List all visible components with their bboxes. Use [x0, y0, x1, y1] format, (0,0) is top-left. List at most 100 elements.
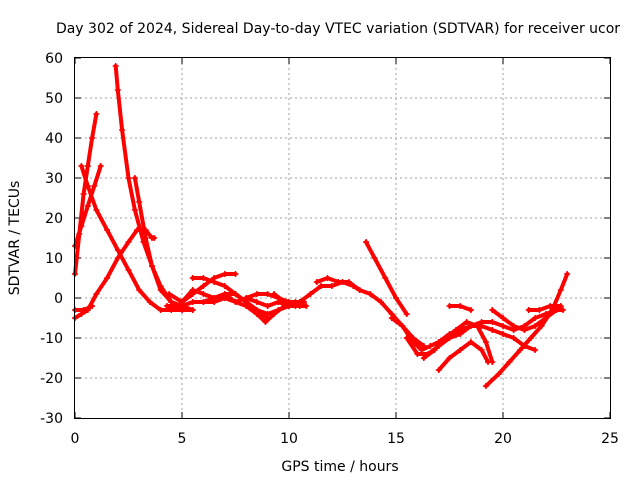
data-point: [189, 307, 196, 313]
y-tick-label: -30: [40, 411, 63, 427]
data-point: [403, 311, 410, 317]
data-point: [538, 323, 545, 329]
plot-frame: [74, 57, 611, 419]
data-point: [559, 307, 566, 313]
data-point: [151, 235, 158, 241]
x-tick-label: 25: [601, 431, 619, 447]
series-arc-22: [446, 303, 474, 313]
data-point: [482, 339, 489, 345]
data-point: [200, 291, 207, 297]
data-point: [142, 227, 149, 233]
y-tick-label: 20: [45, 211, 63, 227]
series-arc-18: [388, 315, 539, 353]
data-point: [189, 291, 196, 297]
data-point: [136, 287, 143, 293]
y-tick-label: -10: [40, 331, 63, 347]
data-point: [478, 347, 485, 353]
series-trace: [490, 308, 565, 332]
data-point: [84, 163, 91, 169]
data-point: [78, 163, 85, 169]
data-point: [125, 239, 132, 245]
data-point: [431, 347, 438, 353]
tick-layer: 0 5 10 15 20 25 -30 -20 -10 0 10 20 30 40 50 60: [40, 51, 619, 447]
data-point: [146, 299, 153, 305]
y-axis-label: SDTVAR / TECUs: [7, 181, 23, 296]
data-point: [324, 275, 331, 281]
data-point: [232, 291, 239, 297]
data-point: [84, 203, 91, 209]
data-point: [253, 307, 260, 313]
data-point: [164, 303, 171, 309]
data-point: [403, 335, 410, 341]
data-point: [166, 291, 173, 297]
data-point: [142, 235, 149, 241]
data-point: [536, 307, 543, 313]
data-point: [232, 299, 239, 305]
data-point: [281, 299, 288, 305]
data-point: [149, 263, 156, 269]
data-point: [264, 291, 271, 297]
data-point: [125, 175, 132, 181]
series-trace: [421, 320, 495, 364]
data-point: [500, 315, 506, 321]
data-point: [211, 295, 218, 301]
series-arc-24: [482, 271, 571, 389]
data-point: [78, 223, 85, 229]
series-arc-17: [363, 239, 410, 317]
data-point: [452, 327, 459, 333]
data-point: [328, 283, 335, 289]
data-point: [457, 331, 464, 337]
data-point: [435, 367, 442, 373]
data-point: [262, 319, 269, 325]
data-point: [97, 163, 104, 169]
data-point: [157, 307, 164, 313]
y-tick-label: -20: [40, 371, 63, 387]
data-point: [114, 247, 121, 253]
data-point: [307, 291, 314, 297]
x-tick-label: 5: [178, 431, 187, 447]
data-point: [532, 347, 539, 353]
data-point: [420, 355, 427, 361]
data-point: [393, 295, 399, 301]
grid-layer: [75, 58, 610, 418]
data-point: [292, 303, 299, 309]
y-tick-label: 60: [45, 51, 63, 67]
data-point: [243, 295, 250, 301]
series-trace: [436, 340, 490, 372]
data-point: [93, 207, 100, 213]
x-tick-label: 15: [387, 431, 405, 447]
data-point: [131, 207, 138, 213]
data-point: [547, 303, 554, 309]
data-point: [495, 371, 502, 377]
data-point: [446, 303, 453, 309]
data-point: [89, 135, 96, 141]
data-point: [356, 287, 363, 293]
series-trace: [526, 304, 563, 312]
data-point: [367, 291, 374, 297]
data-point: [510, 335, 517, 341]
data-point: [232, 271, 239, 277]
y-tick-label: 30: [45, 171, 63, 187]
data-point: [119, 127, 126, 133]
data-point: [350, 283, 357, 289]
y-tick-label: 0: [54, 291, 63, 307]
data-point: [478, 319, 485, 325]
data-point: [134, 227, 141, 233]
data-point: [489, 307, 496, 313]
data-point: [557, 303, 564, 309]
data-point: [104, 227, 111, 233]
series-arc-16: [318, 279, 363, 293]
y-tick-label: 40: [45, 131, 63, 147]
data-point: [382, 275, 389, 281]
data-point: [211, 279, 218, 285]
data-point: [474, 323, 481, 329]
chart-title: Day 302 of 2024, Sidereal Day-to-day VTE…: [56, 21, 620, 37]
data-point: [93, 291, 100, 297]
series-arc-7: [72, 303, 96, 313]
data-point: [506, 359, 513, 365]
data-layer: [72, 63, 571, 389]
data-point: [125, 267, 132, 273]
data-point: [221, 283, 228, 289]
data-point: [485, 359, 492, 365]
data-point: [136, 199, 143, 205]
